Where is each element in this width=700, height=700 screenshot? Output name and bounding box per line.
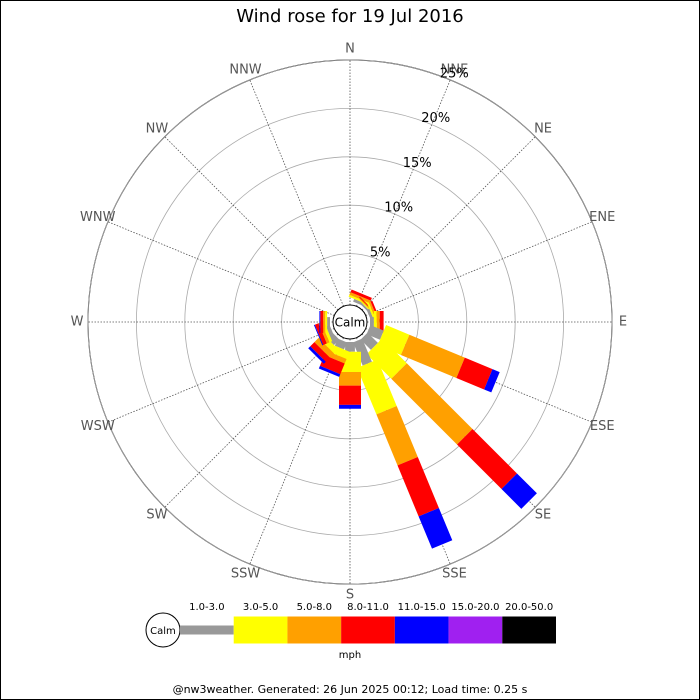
rose-segment (501, 473, 537, 509)
spoke (249, 337, 344, 565)
direction-label: NNW (229, 62, 261, 77)
direction-label: NNE (441, 62, 469, 77)
legend-label: 15.0-20.0 (451, 602, 499, 613)
legend-swatch (287, 616, 342, 644)
calm-label: Calm (335, 316, 366, 330)
legend-label: 3.0-5.0 (243, 602, 278, 613)
rose-segment (318, 365, 341, 377)
ring-label: 15% (403, 156, 432, 171)
footer: @nw3weather. Generated: 26 Jun 2025 00:1… (173, 683, 528, 696)
rose-segment (366, 338, 407, 379)
legend-swatch (233, 616, 288, 644)
direction-label: SE (535, 508, 551, 523)
ring (135, 107, 565, 537)
legend-label: 1.0-3.0 (189, 602, 224, 613)
rose-segment (391, 363, 473, 445)
rose-segment (313, 324, 324, 346)
spoke (107, 221, 335, 316)
spoke (249, 79, 344, 307)
spoke (107, 328, 335, 423)
rose-segment (310, 342, 330, 362)
rose-segment (366, 308, 374, 319)
legend-swatch (502, 616, 556, 644)
rose-segment (353, 298, 364, 306)
rose-segment (314, 337, 335, 358)
rose-segment (457, 429, 517, 489)
rose-segment (339, 385, 361, 405)
rose-segment (366, 325, 384, 340)
direction-label: ESE (590, 419, 615, 434)
rose-segment (334, 338, 347, 350)
rose-segment (319, 311, 321, 333)
rose-segment (353, 338, 372, 366)
legend-swatch (341, 616, 395, 644)
direction-label: WSW (81, 419, 115, 434)
legend-swatch (180, 625, 234, 635)
rose-segment (456, 357, 493, 390)
ring-label: 10% (384, 201, 413, 216)
direction-label: S (346, 588, 354, 603)
rose-segment (308, 346, 326, 364)
ring (87, 59, 613, 585)
ring-label: 25% (440, 66, 469, 81)
rose-segment (339, 404, 361, 409)
spoke (356, 79, 451, 307)
legend-label: 8.0-11.0 (347, 602, 389, 613)
rose-segment (320, 311, 324, 333)
legend-label: 5.0-8.0 (297, 602, 332, 613)
rose-segment (360, 332, 378, 350)
unit-label: mph (339, 650, 361, 661)
rose-segment (327, 317, 330, 327)
rose-segment (357, 359, 397, 415)
direction-label: WNW (80, 210, 116, 225)
legend-calm-label: Calm (150, 626, 176, 637)
direction-label: N (345, 42, 355, 57)
direction-label: SW (146, 508, 167, 523)
rose-segment (326, 332, 340, 346)
direction-label: NE (534, 121, 552, 136)
rose-segment (418, 508, 453, 549)
legend-label: 11.0-15.0 (398, 602, 446, 613)
rose-segment (323, 311, 326, 333)
direction-label: NW (146, 121, 169, 136)
direction-label: W (71, 315, 84, 330)
rose-segment (484, 369, 500, 393)
spoke (365, 328, 593, 423)
rose-segment (379, 311, 384, 333)
direction-label: SSW (231, 567, 261, 582)
calm-circle (332, 304, 368, 340)
spoke (164, 333, 339, 508)
spoke (361, 136, 536, 311)
spoke (164, 136, 339, 311)
rose-segment (376, 406, 418, 466)
direction-label: E (619, 315, 627, 330)
rose-segment (400, 334, 465, 378)
rose-segment (339, 372, 361, 386)
direction-label: ENE (589, 210, 615, 225)
rose-segment (325, 311, 328, 333)
chart-title: Wind rose for 19 Jul 2016 (236, 6, 464, 27)
legend-label: 20.0-50.0 (505, 602, 553, 613)
rose-segment (350, 289, 372, 301)
rose-segment (314, 323, 327, 345)
legend-swatch (448, 616, 503, 644)
ring-label: 5% (370, 245, 391, 260)
ring-label: 20% (421, 111, 450, 126)
legend-swatch (394, 616, 449, 644)
rose-segment (370, 317, 374, 327)
spoke (365, 221, 593, 316)
rose-segment (397, 457, 439, 517)
rose-segment (345, 342, 355, 352)
rose-segment (326, 325, 334, 336)
direction-label: SSE (442, 567, 467, 582)
rose-segment (360, 303, 369, 312)
rose-segment (376, 311, 380, 333)
